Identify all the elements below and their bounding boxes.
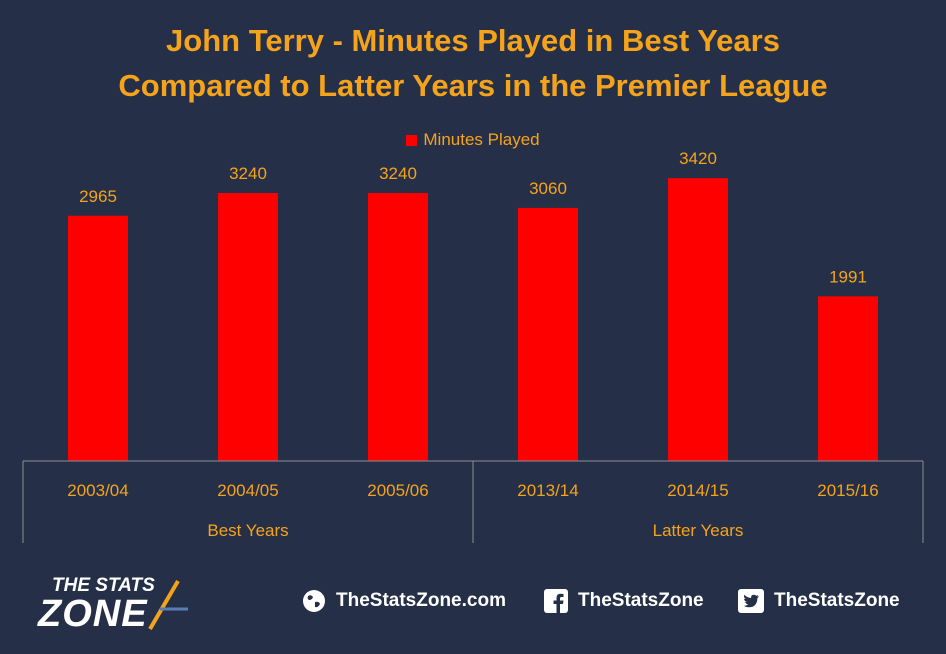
footer: THE STATS ZONE TheStatsZone.com TheStats… (0, 565, 946, 645)
legend-label: Minutes Played (423, 130, 540, 149)
legend-swatch (406, 134, 418, 146)
logo-text-top: THE STATS (52, 575, 155, 596)
website-link[interactable]: TheStatsZone.com (302, 589, 506, 613)
website-text: TheStatsZone.com (336, 590, 506, 611)
facebook-link[interactable]: TheStatsZone (544, 589, 704, 613)
data-label-2004/05: 3240 (229, 164, 267, 183)
logo-text-bottom: ZONE (38, 593, 148, 635)
data-label-2015/16: 1991 (829, 267, 867, 286)
chart-title-line-1: John Terry - Minutes Played in Best Year… (166, 23, 780, 58)
group-label-0: Best Years (207, 521, 288, 540)
tick-label-2004/05: 2004/05 (217, 481, 278, 500)
chart-title: John Terry - Minutes Played in Best Year… (0, 18, 946, 108)
data-label-2013/14: 3060 (529, 179, 567, 198)
tick-label-2003/04: 2003/04 (67, 481, 128, 500)
facebook-icon (544, 589, 568, 613)
group-label-1: Latter Years (653, 521, 744, 540)
bar-2014/15 (668, 178, 728, 462)
bar-2003/04 (68, 215, 128, 461)
bar-2015/16 (818, 296, 878, 461)
stats-zone-logo: THE STATS ZONE (38, 573, 198, 635)
bar-chart: 2965 2003/04 3240 2004/05 3240 2005/06 3060 201… (22, 149, 924, 543)
chart-title-line-2: Compared to Latter Years in the Premier … (118, 68, 828, 103)
data-label-2003/04: 2965 (79, 187, 117, 206)
twitter-icon (738, 589, 764, 613)
data-label-2005/06: 3240 (379, 164, 417, 183)
facebook-text: TheStatsZone (578, 590, 704, 611)
data-label-2014/15: 3420 (679, 149, 717, 168)
twitter-text: TheStatsZone (774, 590, 900, 611)
tick-label-2005/06: 2005/06 (367, 481, 428, 500)
bar-2004/05 (218, 193, 278, 461)
globe-icon (303, 590, 325, 612)
bar-2005/06 (368, 193, 428, 461)
bar-2013/14 (518, 207, 578, 461)
tick-label-2014/15: 2014/15 (667, 481, 728, 500)
twitter-link[interactable]: TheStatsZone (738, 589, 900, 613)
logo-slash-icon (148, 579, 188, 631)
chart-legend: Minutes Played (0, 130, 946, 150)
tick-label-2015/16: 2015/16 (817, 481, 878, 500)
tick-label-2013/14: 2013/14 (517, 481, 578, 500)
